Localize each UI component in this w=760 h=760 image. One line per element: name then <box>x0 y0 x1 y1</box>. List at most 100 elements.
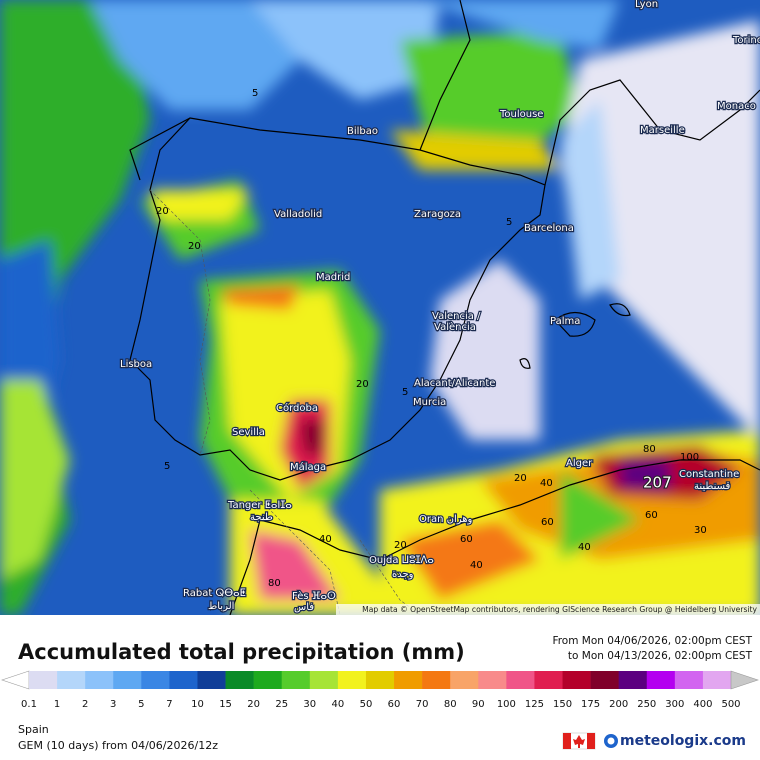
contour-label: 5 <box>164 461 170 472</box>
coastline <box>129 0 760 615</box>
city: Valladolid <box>274 209 322 220</box>
legend-tick-label: 400 <box>693 699 712 710</box>
region: Spain <box>18 723 49 736</box>
contour-label: 20 <box>394 540 407 551</box>
contour-label: 40 <box>540 478 553 489</box>
contour-label: 60 <box>645 510 658 521</box>
to-date: to Mon 04/13/2026, 02:00pm CEST <box>568 650 753 662</box>
legend-swatch <box>337 671 367 689</box>
legend-tick-label: 150 <box>553 699 572 710</box>
legend-tick-label: 0.1 <box>21 699 37 710</box>
map: Lyon Torino Monaco Toulouse Marseille Bi… <box>0 0 760 615</box>
legend-swatch <box>562 671 591 689</box>
legend-tick-label: 25 <box>275 699 288 710</box>
city: Murcia <box>413 397 446 408</box>
contour-label: 20 <box>188 241 201 252</box>
city: Monaco <box>717 101 756 112</box>
contour-label: 20 <box>356 379 369 390</box>
city: Lisboa <box>120 359 152 370</box>
legend-swatch <box>534 671 563 689</box>
legend-tick-label: 7 <box>166 699 172 710</box>
legend-tick-label: 300 <box>665 699 684 710</box>
city: وجدة <box>392 569 414 580</box>
legend-swatch <box>478 671 507 689</box>
city: Málaga <box>290 461 326 473</box>
borders <box>149 189 421 615</box>
city: Bilbao <box>347 126 378 137</box>
legend-arrow <box>1 670 30 690</box>
city: Valencia / <box>432 311 481 322</box>
legend-tick-label: 10 <box>191 699 204 710</box>
city: Tanger ⵟⴰⵏⵊⴰ <box>227 500 292 511</box>
city: Constantine <box>679 469 739 480</box>
legend-tick-label: 2 <box>82 699 88 710</box>
contour-label: 40 <box>319 534 332 545</box>
legend-swatch <box>225 671 254 689</box>
legend-tick-label: 40 <box>332 699 345 710</box>
city: Alacant/Alicante <box>414 378 495 389</box>
legend-swatch <box>57 671 86 689</box>
city: Torino <box>732 35 760 46</box>
city: Lyon <box>635 0 658 10</box>
legend-swatch <box>365 671 395 689</box>
contour-label: 5 <box>402 387 408 398</box>
legend-tick-label: 500 <box>721 699 740 710</box>
city: Oran وهران <box>419 514 473 525</box>
brand[interactable]: meteologix.com <box>620 733 746 749</box>
contour-label: 20 <box>156 206 169 217</box>
city: قسنطينة <box>694 481 731 492</box>
legend-swatch <box>618 671 648 689</box>
contour-label: 60 <box>460 534 473 545</box>
model-run: GEM (10 days) from 04/06/2026/12z <box>18 739 218 752</box>
legend-tick-label: 200 <box>609 699 628 710</box>
contour-label: 80 <box>268 578 281 589</box>
legend-swatch <box>702 671 732 689</box>
legend-swatch <box>646 671 676 689</box>
legend-tick-label: 50 <box>360 699 373 710</box>
legend-tick-label: 90 <box>472 699 485 710</box>
legend-swatch <box>394 671 423 689</box>
legend-swatch <box>674 671 704 689</box>
city: Rabat ⵕⴱⴰⵟ <box>183 588 246 599</box>
legend-tick-label: 175 <box>581 699 600 710</box>
brand-icon <box>607 737 615 745</box>
city: Fès ⴼⴰⵙ <box>292 590 336 602</box>
attribution: Map data © OpenStreetMap contributors, r… <box>362 605 757 614</box>
city: الرباط <box>208 601 234 612</box>
contour-label: 40 <box>578 542 591 553</box>
contour-label: 100 <box>680 452 699 463</box>
legend-tick-label: 70 <box>416 699 429 710</box>
contour-labels: 5 20 20 5 20 5 5 20 40 80 100 207 60 60 … <box>156 88 707 589</box>
legend-swatch <box>197 671 226 689</box>
from-date: From Mon 04/06/2026, 02:00pm CEST <box>552 635 752 647</box>
canada-flag <box>562 732 596 750</box>
contour-label: 60 <box>541 517 554 528</box>
legend-tick-label: 15 <box>219 699 232 710</box>
legend-tick-label: 1 <box>54 699 60 710</box>
legend-swatch <box>422 671 451 689</box>
city: Oujda ⵡⵓⵊⴷⴰ <box>369 555 434 566</box>
contour-label: 30 <box>694 525 707 536</box>
city: فاس <box>294 602 314 613</box>
city: Barcelona <box>524 223 574 234</box>
legend-tick-label: 80 <box>444 699 457 710</box>
legend-arrow <box>730 670 759 690</box>
legend-tick-label: 125 <box>525 699 544 710</box>
city: Alger <box>566 458 593 469</box>
legend-swatch <box>141 671 170 689</box>
contour-label: 5 <box>252 88 258 99</box>
legend-tick-label: 100 <box>497 699 516 710</box>
contour-label: 80 <box>643 444 656 455</box>
legend-swatch <box>29 671 58 689</box>
legend-swatch <box>309 671 339 689</box>
legend-tick-label: 60 <box>388 699 401 710</box>
city: Toulouse <box>499 109 543 120</box>
legend-tick-label: 30 <box>303 699 316 710</box>
title: Accumulated total precipitation (mm) <box>18 640 465 664</box>
city: Zaragoza <box>414 209 461 220</box>
legend-swatch <box>450 671 479 689</box>
contour-label: 40 <box>470 560 483 571</box>
legend-swatch <box>506 671 535 689</box>
